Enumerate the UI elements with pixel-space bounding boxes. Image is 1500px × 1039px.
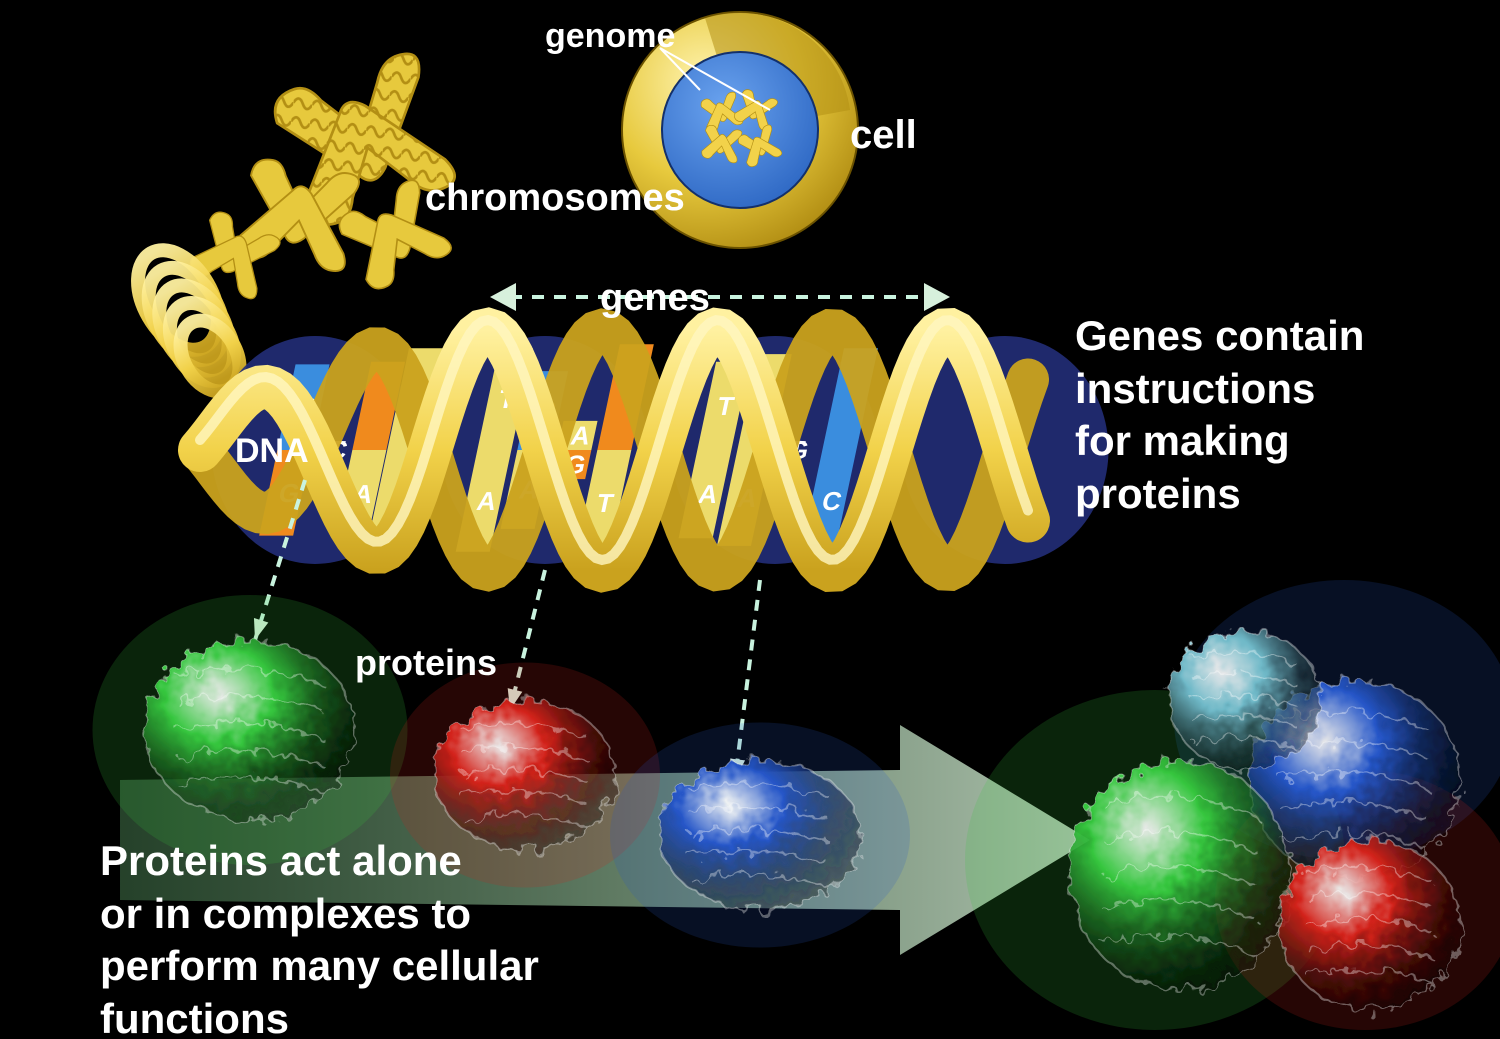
genes-span-arrow: [490, 283, 950, 311]
label-genes_caption: Genes contain instructions for making pr…: [1075, 310, 1364, 520]
protein: [1170, 630, 1320, 770]
label-cell: cell: [850, 110, 917, 160]
label-proteins: proteins: [355, 640, 497, 685]
protein: [1070, 760, 1290, 990]
label-dna: DNA: [235, 430, 309, 473]
protein: [1280, 840, 1460, 1010]
chromosome-cluster: [187, 50, 458, 301]
label-chromosomes: chromosomes: [425, 175, 685, 223]
label-genome: genome: [545, 15, 675, 58]
protein-p_blue: [610, 723, 910, 948]
diagram-stage: CGCTAATACAAGTTAAATGCgenomecellchromosome…: [0, 0, 1500, 1039]
protein-p_green: [93, 595, 408, 865]
protein-complex: [965, 580, 1500, 1030]
label-genes: genes: [600, 275, 710, 323]
label-proteins_caption: Proteins act alone or in complexes to pe…: [100, 835, 539, 1039]
